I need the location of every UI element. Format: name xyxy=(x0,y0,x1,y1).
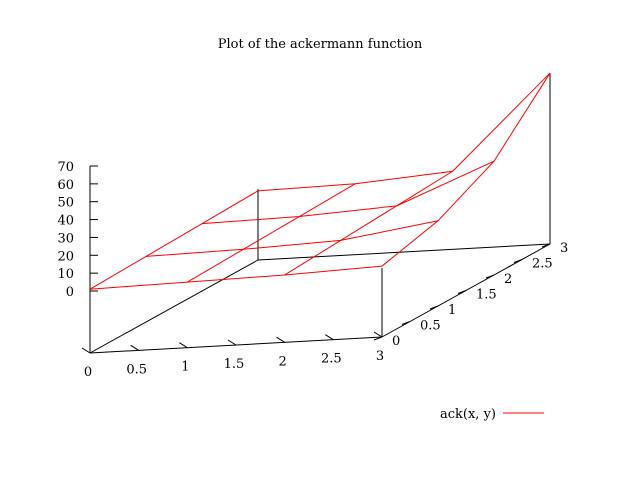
z-tick-label: 70 xyxy=(57,160,74,175)
mesh-line-x xyxy=(89,190,259,290)
z-tick-label: 60 xyxy=(57,178,74,193)
y-tick-label: 0 xyxy=(392,334,400,349)
x-tick-label: 0.5 xyxy=(126,362,147,377)
mesh-line-x xyxy=(381,72,551,267)
mesh-line-x xyxy=(284,170,453,276)
surface-mesh xyxy=(89,72,551,290)
x-tick-mark xyxy=(179,342,188,349)
x-tick-label: 2 xyxy=(279,354,287,369)
z-tick-label: 50 xyxy=(57,196,74,211)
base-edge-back xyxy=(257,243,551,261)
z-tick-label: 0 xyxy=(66,285,74,300)
mesh-line-y xyxy=(89,265,383,290)
x-tick-label: 3 xyxy=(376,349,384,364)
legend: ack(x, y) xyxy=(440,407,544,422)
mesh-line-y xyxy=(145,220,439,257)
y-tick-mark xyxy=(429,305,439,310)
y-tick-mark xyxy=(541,243,551,248)
legend-entry-label: ack(x, y) xyxy=(440,407,496,422)
x-tick-label: 1 xyxy=(181,360,189,375)
mesh-line-x xyxy=(187,183,356,283)
y-tick-label: 2.5 xyxy=(532,257,553,272)
x-tick-mark xyxy=(130,344,139,351)
x-tick-mark xyxy=(325,334,334,341)
y-tick-mark xyxy=(457,290,467,294)
x-tick-mark xyxy=(373,331,383,338)
y-tick-mark xyxy=(513,259,523,263)
y-tick-label: 1 xyxy=(448,303,456,318)
base-edge-y xyxy=(89,259,259,354)
y-tick-label: 0.5 xyxy=(420,319,441,334)
chart-title: Plot of the ackermann function xyxy=(218,37,423,52)
x-tick-mark xyxy=(276,336,285,343)
y-tick-label: 2 xyxy=(504,272,512,287)
y-tick-mark xyxy=(485,274,495,279)
z-tick-label: 20 xyxy=(57,249,74,264)
x-tick-mark xyxy=(227,339,237,346)
x-tick-mark xyxy=(81,347,91,354)
z-tick-label: 30 xyxy=(57,231,74,246)
mesh-line-y xyxy=(257,72,551,192)
y-tick-mark xyxy=(373,336,383,341)
z-tick-label: 10 xyxy=(57,267,74,282)
y-tick-label: 3 xyxy=(560,241,568,256)
x-tick-label: 2.5 xyxy=(321,352,342,367)
axes xyxy=(81,73,551,354)
y-tick-mark xyxy=(401,321,411,325)
x-tick-label: 0 xyxy=(84,365,92,380)
z-tick-label: 40 xyxy=(57,214,74,229)
x-tick-label: 1.5 xyxy=(224,357,245,372)
y-tick-label: 1.5 xyxy=(476,288,497,303)
mesh-line-y xyxy=(201,160,495,225)
